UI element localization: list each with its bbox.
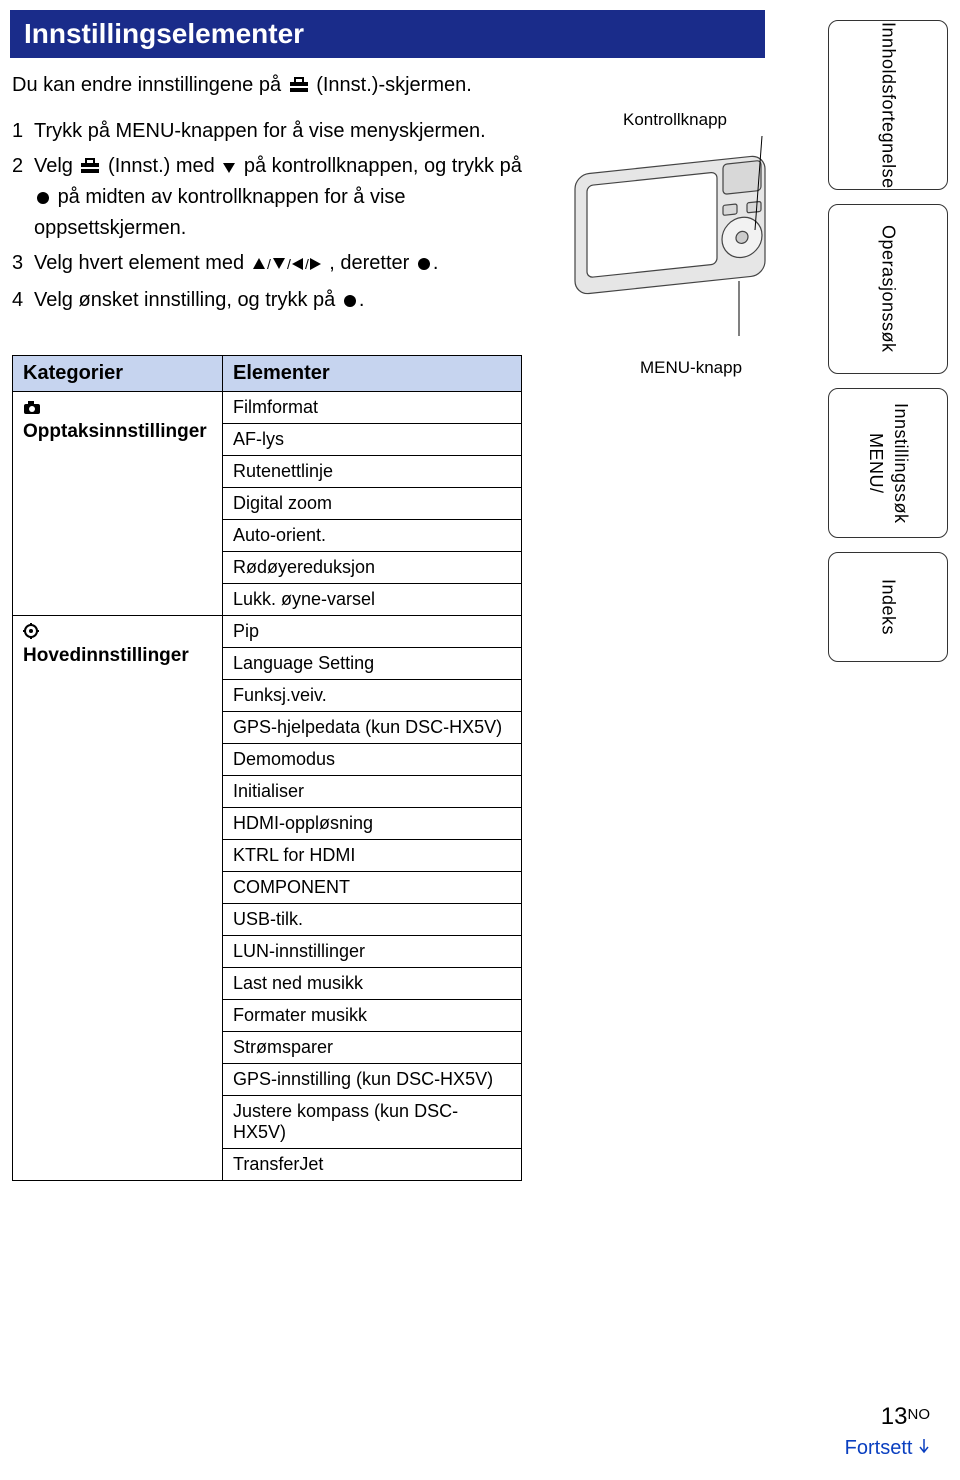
category-cell: Hovedinnstillinger (13, 616, 223, 1181)
menu-button-label: MENU-knapp (640, 358, 742, 378)
step-2: 2 Velg (Innst.) med på kontrollknappen, … (12, 152, 532, 243)
element-cell: Last ned musikk (223, 968, 522, 1000)
side-tab-toc[interactable]: Innholdsfortegnelse (828, 20, 948, 190)
element-cell: TransferJet (223, 1149, 522, 1181)
element-cell: Formater musikk (223, 1000, 522, 1032)
side-tabs: Innholdsfortegnelse Operasjonssøk Innsti… (828, 20, 948, 676)
element-cell: Justere kompass (kun DSC-HX5V) (223, 1096, 522, 1149)
element-cell: Digital zoom (223, 488, 522, 520)
continue-text: Fortsett (845, 1437, 913, 1459)
element-cell: Pip (223, 616, 522, 648)
toolbox-icon (289, 74, 309, 101)
down-triangle-icon (222, 154, 236, 183)
txt: Velg hvert element med (34, 252, 250, 274)
element-cell: Lukk. øyne-varsel (223, 584, 522, 616)
dpad-arrows-icon: / / / (252, 251, 322, 280)
step-text: Velg (Innst.) med på kontrollknappen, og… (34, 152, 532, 243)
step-3: 3 Velg hvert element med / / / , derette… (12, 249, 532, 280)
txt: , deretter (329, 252, 415, 274)
side-tab-operations[interactable]: Operasjonssøk (828, 204, 948, 374)
side-tab-label: Innstillingssøk MENU/ (863, 399, 913, 527)
page-lang: NO (908, 1406, 931, 1423)
txt: Velg (34, 155, 78, 177)
camera-diagram-icon (565, 136, 785, 336)
section-header: Innstillingselementer (10, 10, 765, 58)
step-number: 2 (12, 152, 34, 243)
element-cell: LUN-innstillinger (223, 936, 522, 968)
continue-link[interactable]: Fortsett (845, 1437, 930, 1460)
step-text: Trykk på MENU-knappen for å vise menyskj… (34, 117, 532, 146)
center-dot-icon (417, 251, 431, 280)
control-button-label: Kontrollknapp (560, 110, 790, 130)
page-num: 13 (881, 1403, 908, 1430)
intro-post: (Innst.)-skjermen. (316, 74, 472, 96)
element-cell: GPS-hjelpedata (kun DSC-HX5V) (223, 712, 522, 744)
element-cell: USB-tilk. (223, 904, 522, 936)
element-cell: KTRL for HDMI (223, 840, 522, 872)
intro-pre: Du kan endre innstillingene på (12, 74, 287, 96)
element-cell: Language Setting (223, 648, 522, 680)
camera-illustration-area: Kontrollknapp (560, 110, 790, 370)
element-cell: COMPONENT (223, 872, 522, 904)
category-icon (23, 623, 39, 644)
element-cell: Auto-orient. (223, 520, 522, 552)
side-tab-menu-settings[interactable]: Innstillingssøk MENU/ (828, 388, 948, 538)
txt: Innstillingssøk (891, 403, 911, 524)
step-text: Velg ønsket innstilling, og trykk på . (34, 286, 532, 317)
element-cell: Initialiser (223, 776, 522, 808)
col-elements: Elementer (223, 356, 522, 392)
svg-text:/: / (287, 257, 291, 271)
col-categories: Kategorier (13, 356, 223, 392)
steps-list: 1 Trykk på MENU-knappen for å vise menys… (12, 117, 532, 317)
category-icon (23, 399, 41, 420)
step-number: 1 (12, 117, 34, 146)
txt: på kontrollknappen, og trykk på (244, 155, 522, 177)
element-cell: GPS-innstilling (kun DSC-HX5V) (223, 1064, 522, 1096)
step-1: 1 Trykk på MENU-knappen for å vise menys… (12, 117, 532, 146)
svg-text:/: / (267, 257, 271, 271)
txt: Velg ønsket innstilling, og trykk på (34, 289, 341, 311)
step-text: Velg hvert element med / / / , deretter … (34, 249, 532, 280)
txt: MENU/ (866, 433, 886, 494)
footer: 13NO Fortsett (845, 1403, 930, 1460)
element-cell: Funksj.veiv. (223, 680, 522, 712)
element-cell: Rutenettlinje (223, 456, 522, 488)
center-dot-icon (343, 288, 357, 317)
svg-text:/: / (305, 257, 309, 271)
side-tab-label: Innholdsfortegnelse (875, 22, 900, 189)
side-tab-label: Indeks (875, 579, 900, 635)
side-tab-label: Operasjonssøk (875, 225, 900, 353)
txt: på midten av kontrollknappen for å vise … (34, 186, 406, 239)
intro-paragraph: Du kan endre innstillingene på (Innst.)-… (12, 72, 552, 101)
category-cell: Opptaksinnstillinger (13, 392, 223, 616)
element-cell: AF-lys (223, 424, 522, 456)
step-4: 4 Velg ønsket innstilling, og trykk på . (12, 286, 532, 317)
element-cell: HDMI-oppløsning (223, 808, 522, 840)
center-dot-icon (36, 185, 50, 214)
txt: (Innst.) med (108, 155, 220, 177)
element-cell: Demomodus (223, 744, 522, 776)
element-cell: Filmformat (223, 392, 522, 424)
toolbox-icon (80, 154, 100, 183)
element-cell: Strømsparer (223, 1032, 522, 1064)
step-number: 3 (12, 249, 34, 280)
step-number: 4 (12, 286, 34, 317)
down-arrow-icon (918, 1437, 930, 1459)
settings-table: Kategorier Elementer Opptaksinnstillinge… (12, 355, 522, 1181)
side-tab-index[interactable]: Indeks (828, 552, 948, 662)
element-cell: Rødøyereduksjon (223, 552, 522, 584)
page-number: 13NO (845, 1403, 930, 1431)
